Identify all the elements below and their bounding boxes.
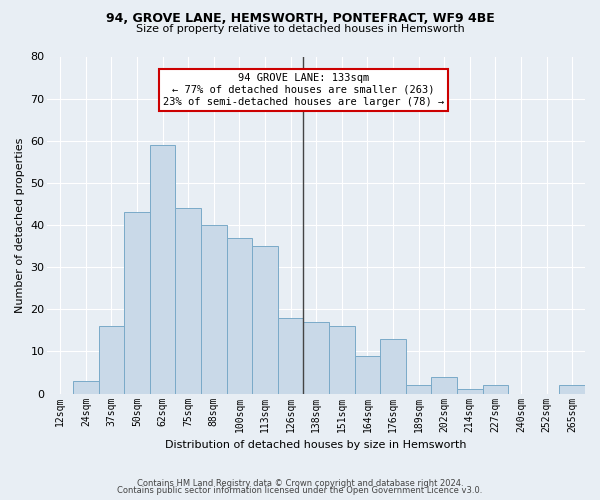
Text: Contains HM Land Registry data © Crown copyright and database right 2024.: Contains HM Land Registry data © Crown c… [137, 478, 463, 488]
Y-axis label: Number of detached properties: Number of detached properties [15, 138, 25, 313]
Bar [227, 238, 252, 394]
Bar [431, 377, 457, 394]
Bar [73, 381, 98, 394]
Bar [355, 356, 380, 394]
Bar [559, 385, 585, 394]
Text: 94 GROVE LANE: 133sqm
← 77% of detached houses are smaller (263)
23% of semi-det: 94 GROVE LANE: 133sqm ← 77% of detached … [163, 74, 444, 106]
Text: Contains public sector information licensed under the Open Government Licence v3: Contains public sector information licen… [118, 486, 482, 495]
X-axis label: Distribution of detached houses by size in Hemsworth: Distribution of detached houses by size … [166, 440, 467, 450]
Text: 94, GROVE LANE, HEMSWORTH, PONTEFRACT, WF9 4BE: 94, GROVE LANE, HEMSWORTH, PONTEFRACT, W… [106, 12, 494, 26]
Text: Size of property relative to detached houses in Hemsworth: Size of property relative to detached ho… [136, 24, 464, 34]
Bar [406, 385, 431, 394]
Bar [304, 322, 329, 394]
Bar [482, 385, 508, 394]
Bar [278, 318, 304, 394]
Bar [457, 390, 482, 394]
Bar [252, 246, 278, 394]
Bar [175, 208, 201, 394]
Bar [329, 326, 355, 394]
Bar [201, 225, 227, 394]
Bar [98, 326, 124, 394]
Bar [150, 145, 175, 394]
Bar [380, 339, 406, 394]
Bar [124, 212, 150, 394]
